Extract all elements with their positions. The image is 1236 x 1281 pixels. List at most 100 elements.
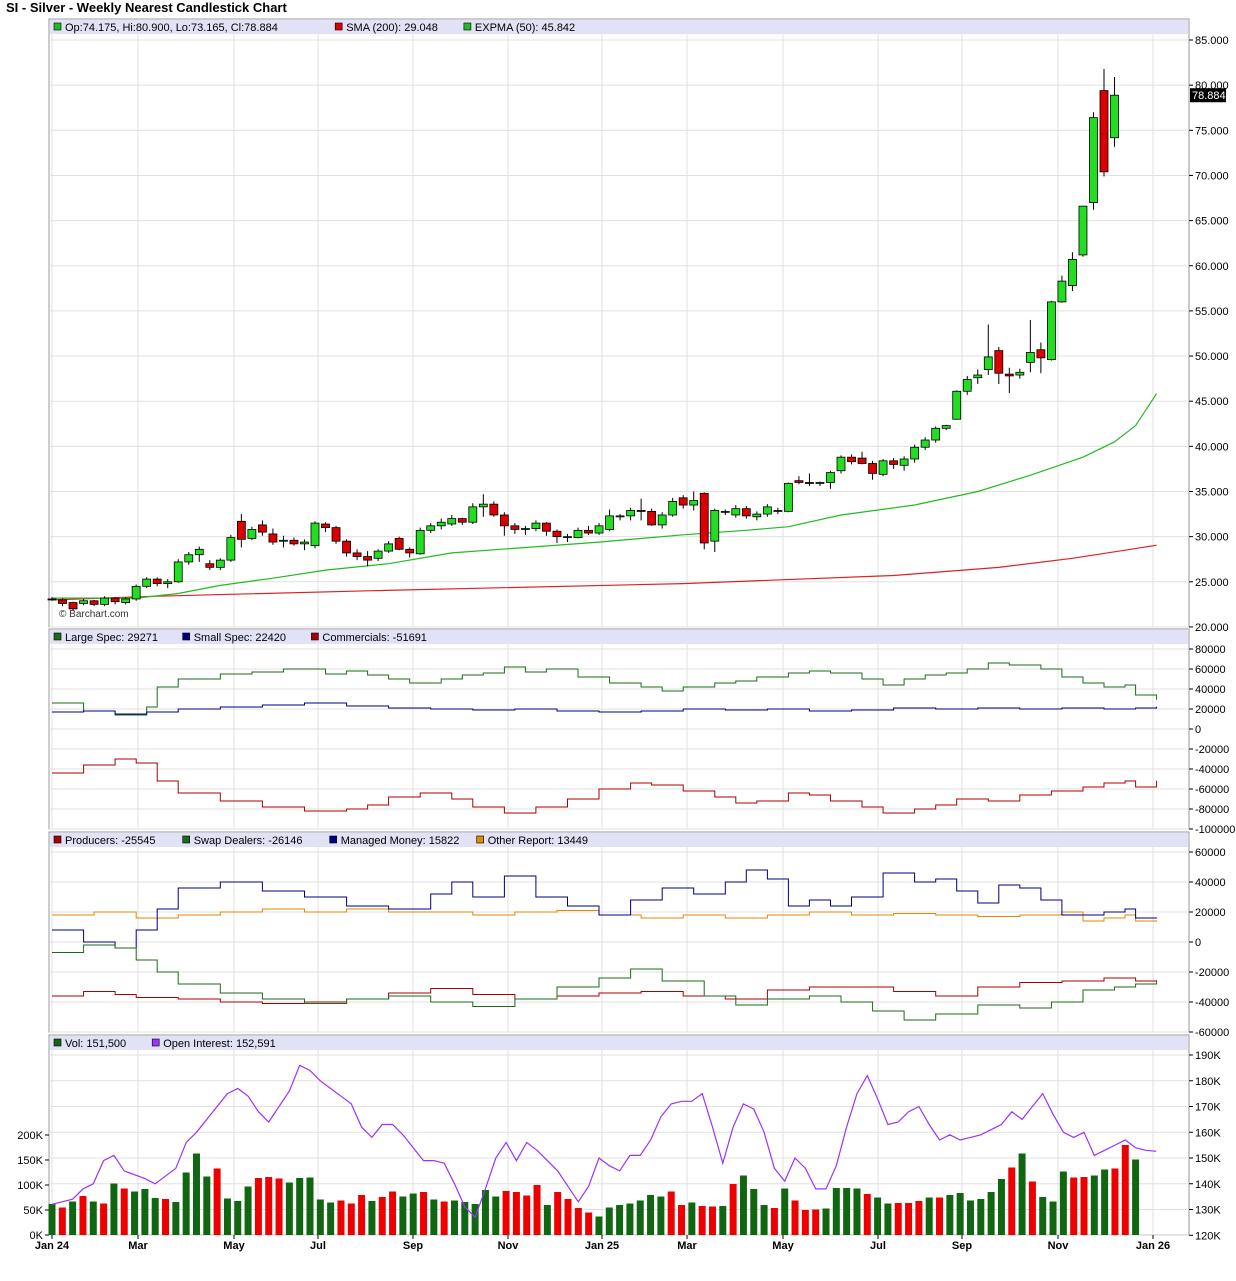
volume-bar — [812, 1209, 820, 1235]
candle-body — [784, 482, 793, 512]
volume-bar — [203, 1176, 211, 1235]
candle-body — [615, 515, 625, 518]
candle-body — [889, 460, 898, 465]
cot1-axis-label: 40000 — [1195, 684, 1226, 696]
volume-bar — [1101, 1169, 1109, 1235]
cot2-axis-label: 0 — [1195, 937, 1201, 949]
volume-bar — [708, 1206, 716, 1235]
volume-bar — [1132, 1159, 1140, 1235]
candle-body — [699, 492, 709, 544]
chart-title: SI - Silver - Weekly Nearest Candlestick… — [6, 0, 287, 15]
candle-body — [310, 522, 320, 547]
oi-axis-label: 140K — [1195, 1179, 1221, 1191]
volume-axis-label: 0K — [30, 1230, 44, 1242]
volume-bar — [1008, 1167, 1016, 1235]
candle-body — [131, 585, 141, 600]
open-interest-line — [51, 1064, 1157, 1219]
candle-body — [194, 548, 204, 556]
legend-swatch — [334, 22, 343, 31]
volume-bar — [347, 1203, 355, 1235]
candle-body — [678, 497, 688, 506]
volume-bar — [626, 1203, 634, 1235]
candle-body — [121, 598, 131, 603]
volume-bar — [853, 1188, 861, 1235]
candle-body — [762, 506, 772, 515]
candle-body — [47, 598, 57, 601]
candle-body — [563, 536, 572, 539]
volume-bar — [430, 1199, 438, 1235]
volume-bar — [213, 1168, 221, 1235]
candle-body — [373, 550, 383, 559]
volume-axis-label: 200K — [17, 1130, 43, 1142]
volume-bar — [110, 1183, 118, 1235]
price-axis-label: 25.000 — [1195, 577, 1229, 589]
volume-bar — [543, 1205, 551, 1235]
volume-axis-label: 150K — [17, 1155, 43, 1167]
volume-bar — [977, 1199, 985, 1235]
candle-body — [352, 552, 362, 557]
legend-bar-price — [50, 20, 1188, 34]
cot1-axis-label: -80000 — [1195, 804, 1229, 816]
legend-label-price: Op:74.175, Hi:80.900, Lo:73.165, Cl:78.8… — [65, 22, 278, 34]
volume-bar — [523, 1195, 531, 1235]
candle-body — [300, 541, 309, 545]
volume-bar — [905, 1203, 913, 1235]
candle-body — [257, 524, 267, 533]
legend-label-cot2: Producers: -25545 — [65, 835, 156, 847]
candle-body — [752, 513, 762, 518]
candle-body — [447, 518, 457, 525]
volume-bar — [832, 1188, 840, 1235]
volume-bar — [399, 1196, 407, 1235]
candle-body — [594, 525, 604, 534]
legend-swatch — [311, 632, 319, 641]
cot1-axis-label: -60000 — [1195, 784, 1229, 796]
other-report-line — [52, 908, 1158, 922]
candle-body — [973, 374, 983, 379]
volume-bar — [1018, 1153, 1026, 1235]
candle-body — [552, 530, 562, 538]
volume-bar — [285, 1182, 293, 1235]
candle-body — [436, 521, 446, 527]
last-price-marker — [1190, 88, 1226, 103]
price-axis-label: 55.000 — [1195, 306, 1229, 318]
candle-body — [89, 600, 99, 605]
x-axis-label: Jan 26 — [1136, 1240, 1170, 1252]
cot1-axis-label: 60000 — [1195, 664, 1226, 676]
volume-bar — [1090, 1175, 1098, 1235]
candle-body — [657, 514, 667, 526]
oi-axis-label: 180K — [1195, 1076, 1221, 1088]
volume-bar — [316, 1199, 324, 1235]
candle-body — [142, 578, 152, 587]
candle-body — [1015, 371, 1025, 376]
volume-bar — [554, 1192, 562, 1235]
x-axis-label: May — [772, 1240, 794, 1252]
legend-label-volume: Vol: 151,500 — [65, 1038, 126, 1050]
price-axis-label: 75.000 — [1195, 125, 1229, 137]
volume-bar — [564, 1199, 572, 1235]
legend-label-price: EXPMA (50): 45.842 — [475, 22, 575, 34]
cot2-axis-label: 60000 — [1195, 847, 1226, 859]
volume-bar — [1121, 1145, 1129, 1235]
x-axis-label: Sep — [403, 1240, 423, 1252]
legend-label-cot1: Small Spec: 22420 — [194, 632, 286, 644]
volume-bar — [389, 1191, 397, 1235]
volume-bar — [843, 1188, 851, 1235]
oi-axis-label: 130K — [1195, 1205, 1221, 1217]
volume-bar — [69, 1201, 77, 1235]
candle-body — [710, 510, 720, 542]
volume-bar — [450, 1200, 458, 1235]
candle-body — [415, 529, 425, 555]
price-axis-label: 70.000 — [1195, 170, 1229, 182]
sma200-line — [51, 544, 1157, 601]
legend-swatch — [53, 835, 62, 844]
x-axis-label: May — [223, 1240, 245, 1252]
candle-body — [521, 528, 530, 530]
managed-money-line — [52, 869, 1158, 949]
price-axis-label: 35.000 — [1195, 487, 1229, 499]
volume-bar — [1059, 1171, 1067, 1235]
volume-bar — [781, 1188, 789, 1235]
volume-bar — [636, 1200, 644, 1235]
volume-bar — [616, 1205, 624, 1235]
candle-body — [1025, 352, 1035, 363]
